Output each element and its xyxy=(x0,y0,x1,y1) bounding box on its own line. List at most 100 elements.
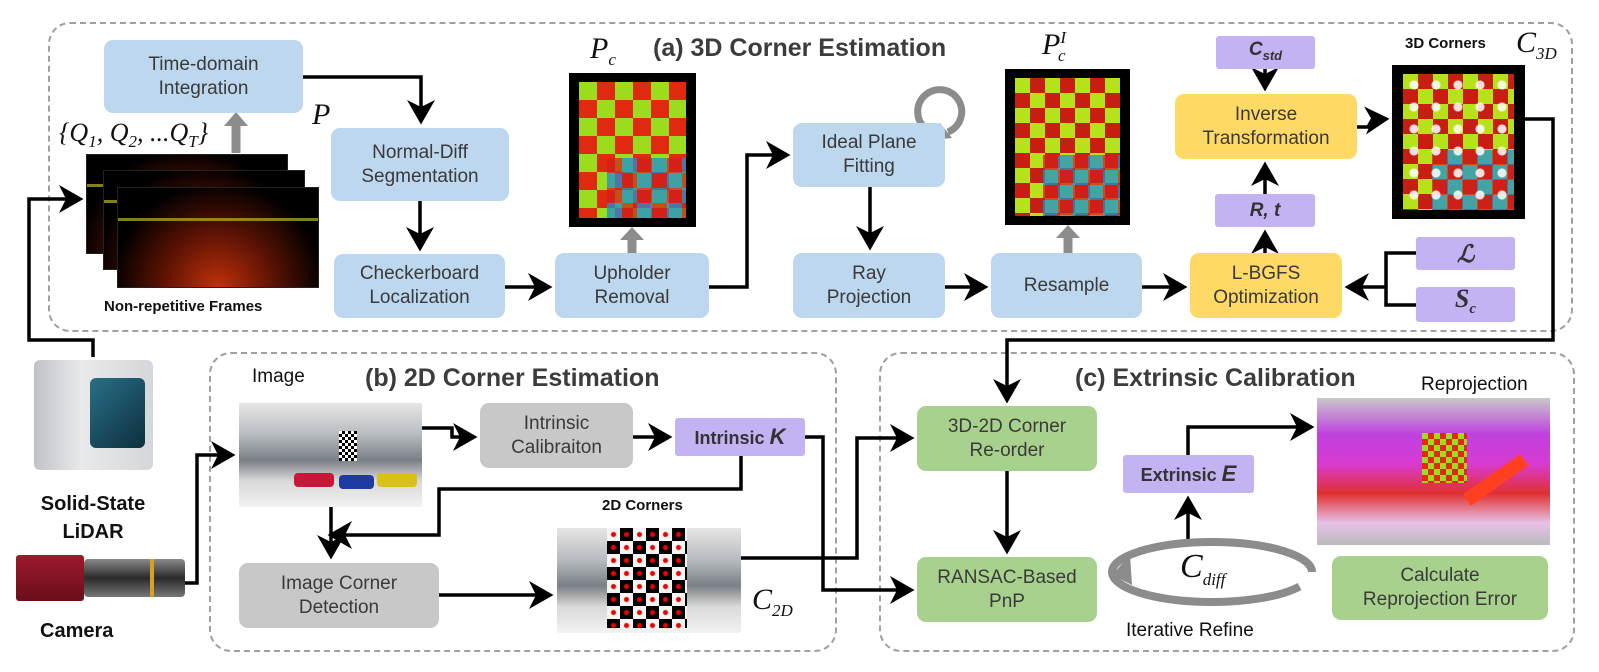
camera-device-image xyxy=(8,553,185,603)
panel-3d-corner-estimation xyxy=(48,22,1573,332)
box-line: Upholder xyxy=(593,262,671,284)
p-label: P xyxy=(312,98,331,131)
panel-a-title: (a) 3D Corner Estimation xyxy=(653,34,947,62)
ray-projection-box: Ray Projection xyxy=(793,253,945,318)
box-line: Calibraiton xyxy=(511,436,602,458)
box-line: Fitting xyxy=(843,156,895,177)
pc-point-cloud-image xyxy=(569,73,696,227)
box-line: Intrinsic xyxy=(523,412,590,434)
pci-point-cloud-image xyxy=(1005,69,1130,225)
corners2d-image xyxy=(557,528,741,633)
arrow-c2d-to-reorder xyxy=(741,424,915,560)
box-line: Removal xyxy=(594,286,670,308)
math-base: C xyxy=(752,583,773,616)
normal-diff-segmentation-box: Normal-Diff Segmentation xyxy=(331,128,509,201)
box-line: Ideal Plane xyxy=(821,132,917,153)
intrinsic-k-variable: Intrinsic K xyxy=(675,418,805,456)
arrow-lidar-to-frames xyxy=(27,185,95,357)
iterative-refine-loop-icon xyxy=(1108,538,1316,606)
panel-c-title: (c) Extrinsic Calibration xyxy=(1075,364,1356,392)
arrow-losses-to-lbgfs xyxy=(1348,251,1416,305)
c-diff-label: Cdiff xyxy=(1180,548,1225,590)
panel-b-title: (b) 2D Corner Estimation xyxy=(365,364,660,392)
pci-label: PIc xyxy=(1042,28,1066,66)
var-symbol: E xyxy=(1221,460,1237,486)
arrow-upholder-to-ideal xyxy=(709,141,791,289)
ransac-pnp-box: RANSAC-Based PnP xyxy=(917,557,1097,622)
intrinsic-calibration-box: Intrinsic Calibraiton xyxy=(480,403,633,468)
input-camera-image xyxy=(239,403,422,507)
arrow-inverse-to-3d xyxy=(1357,106,1390,135)
loss-variable: ℒ xyxy=(1416,237,1515,270)
corners3d-label: 3D Corners xyxy=(1405,35,1486,52)
reprojection-label: Reprojection xyxy=(1421,374,1528,395)
lidar-label: Solid-State LiDAR xyxy=(40,490,146,546)
math-base: C xyxy=(1180,548,1203,585)
c3d-label: C3D xyxy=(1516,26,1557,64)
arrow-camera-to-image xyxy=(185,441,236,585)
box-line: Optimization xyxy=(1213,286,1319,308)
box-line: Checkerboard xyxy=(359,263,480,284)
math-base: P xyxy=(590,32,609,65)
math-sub: c xyxy=(608,50,616,69)
math-base: C xyxy=(1248,38,1263,60)
arrow-k-to-ransac xyxy=(805,435,915,604)
box-line: 3D-2D Corner xyxy=(947,415,1067,437)
corners3d-point-cloud-image xyxy=(1392,65,1525,219)
arrow-k-to-detection xyxy=(327,456,743,549)
upholder-removal-box: Upholder Removal xyxy=(555,253,709,318)
box-line: PnP xyxy=(989,590,1025,612)
box-line: Re-order xyxy=(969,439,1045,461)
camera-label: Camera xyxy=(40,620,114,642)
calculate-reprojection-error-box: Calculate Reprojection Error xyxy=(1332,556,1548,620)
lbgfs-optimization-box: L-BGFS Optimization xyxy=(1190,253,1342,318)
box-line: Detection xyxy=(298,596,380,618)
box-line: Localization xyxy=(369,287,470,308)
var-text: Intrinsic xyxy=(694,427,770,448)
math-sub: 3D xyxy=(1536,44,1557,63)
lidar-frame-3 xyxy=(117,187,319,288)
lidar-label-line2: LiDAR xyxy=(62,521,124,543)
math-base: P xyxy=(1042,28,1061,61)
c-std-variable: Cstd xyxy=(1216,36,1315,69)
lidar-label-line1: Solid-State xyxy=(40,493,146,515)
box-line: Transformation xyxy=(1202,127,1330,149)
lidar-device-image xyxy=(34,360,153,470)
panel-2d-corner-estimation xyxy=(209,352,837,652)
rt-variable: R, t xyxy=(1215,194,1315,227)
frames-label: Non-repetitive Frames xyxy=(104,298,263,315)
math-sup: I xyxy=(1060,28,1066,47)
box-line: Resample xyxy=(1023,274,1110,296)
box-line: Ray xyxy=(852,262,886,284)
box-line: Inverse xyxy=(1234,103,1298,125)
iterative-refine-label: Iterative Refine xyxy=(1126,620,1254,641)
frames-set-label: {Q1, Q2, ...QT} xyxy=(59,118,209,152)
c2d-label: C2D xyxy=(752,583,793,621)
ideal-plane-fitting-box: Ideal Plane Fitting xyxy=(793,123,945,187)
pc-label: Pc xyxy=(590,32,616,70)
image-label: Image xyxy=(252,366,305,387)
arrow-time-to-normal xyxy=(303,75,435,125)
math-base: S xyxy=(1454,284,1470,314)
box-line: Reprojection Error xyxy=(1362,589,1518,610)
arrow-e-to-reprojection xyxy=(1186,413,1315,455)
box-line: Image Corner xyxy=(280,572,398,594)
checkerboard-localization-box: Checkerboard Localization xyxy=(334,254,505,318)
box-line: RANSAC-Based xyxy=(937,566,1077,588)
corner-reorder-box: 3D-2D Corner Re-order xyxy=(917,406,1097,471)
box-line: Normal-Diff xyxy=(372,141,468,163)
reprojection-image xyxy=(1317,398,1550,545)
box-line: Segmentation xyxy=(361,165,479,187)
corners2d-label: 2D Corners xyxy=(602,497,683,514)
math-sub: 2D xyxy=(772,601,793,620)
box-line: Time-domain xyxy=(148,53,259,75)
extrinsic-e-variable: Extrinsic E xyxy=(1123,455,1254,493)
math-sub: c xyxy=(1058,46,1066,65)
time-domain-integration-box: Time-domain Integration xyxy=(104,40,303,113)
sc-variable: Sc xyxy=(1416,284,1515,322)
image-corner-detection-box: Image Corner Detection xyxy=(239,563,439,628)
var-text: Extrinsic xyxy=(1140,464,1222,485)
panel-extrinsic-calibration xyxy=(879,352,1575,652)
box-line: Projection xyxy=(826,286,912,308)
